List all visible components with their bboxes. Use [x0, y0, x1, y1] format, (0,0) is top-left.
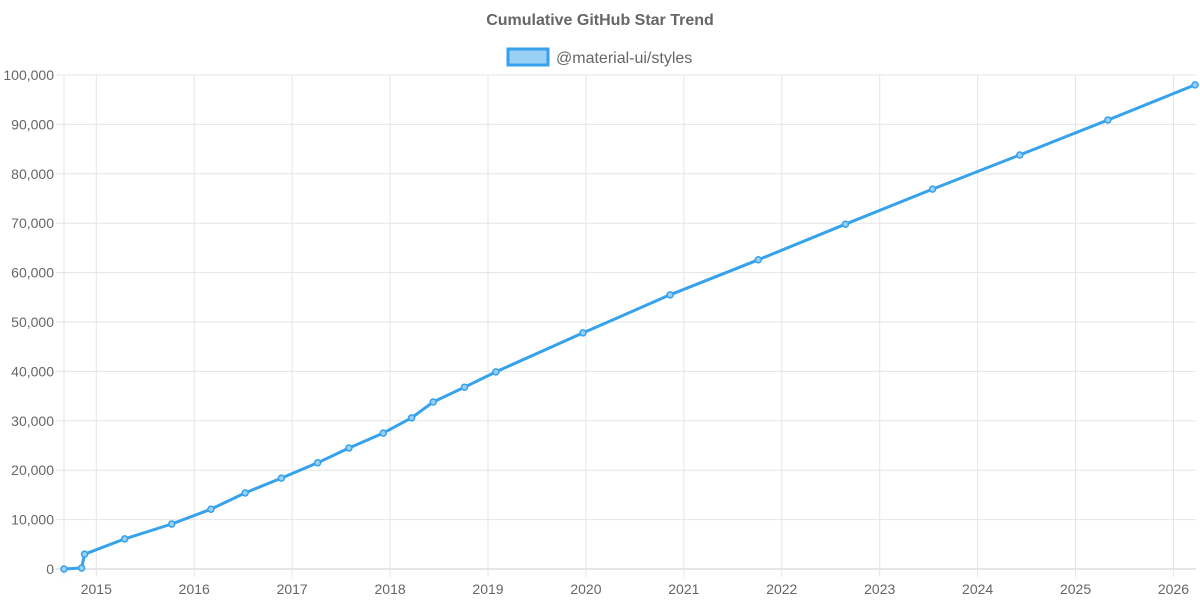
x-tick-label: 2022 [766, 581, 797, 597]
data-point [60, 565, 68, 573]
data-point [1191, 81, 1199, 89]
data-point [666, 291, 674, 299]
chart-title: Cumulative GitHub Star Trend [486, 12, 714, 29]
y-tick-label: 100,000 [3, 67, 54, 83]
y-tick-label: 80,000 [11, 166, 54, 182]
data-point [80, 550, 89, 558]
x-tick-label: 2019 [472, 581, 503, 597]
x-tick-label: 2017 [277, 581, 308, 597]
series [60, 81, 1199, 573]
x-tick-label: 2025 [1060, 581, 1091, 597]
y-axis: 0 10,000 20,000 30,000 40,000 50,000 60,000 70,… [3, 67, 54, 577]
data-point [1104, 116, 1112, 124]
data-point [754, 256, 763, 264]
x-tick-label: 2021 [668, 581, 699, 597]
x-tick-label: 2016 [179, 581, 210, 597]
x-tick-label: 2024 [962, 581, 993, 597]
data-point [460, 383, 469, 391]
data-point [928, 185, 937, 193]
x-tick-label: 2018 [375, 581, 406, 597]
data-point [277, 474, 286, 482]
data-point [429, 398, 437, 406]
data-point [167, 520, 176, 528]
data-point [345, 444, 353, 452]
data-point [120, 535, 129, 543]
legend-label: @material-ui/styles [556, 50, 692, 67]
data-point [77, 564, 86, 572]
y-tick-label: 70,000 [11, 215, 54, 231]
data-point [1015, 151, 1024, 159]
x-tick-label: 2026 [1158, 581, 1189, 597]
legend-swatch [506, 47, 550, 67]
data-point [207, 505, 215, 513]
legend[interactable]: @material-ui/styles [506, 47, 692, 67]
y-tick-label: 60,000 [11, 265, 54, 281]
y-tick-label: 10,000 [11, 512, 54, 528]
y-tick-label: 50,000 [11, 314, 54, 330]
data-point [492, 368, 500, 376]
data-point [313, 459, 322, 467]
data-point [841, 220, 850, 228]
data-point [407, 414, 416, 422]
series-line [63, 83, 1196, 571]
x-tick-label: 2015 [81, 581, 112, 597]
data-point [241, 489, 249, 497]
x-tick-label: 2023 [864, 581, 895, 597]
y-tick-label: 20,000 [11, 462, 54, 478]
data-point [579, 329, 587, 337]
y-tick-label: 90,000 [11, 116, 54, 132]
data-point [379, 429, 387, 437]
y-tick-label: 30,000 [11, 413, 54, 429]
x-axis: 2015 2016 2017 2018 2019 2020 2021 2022 2023 2024… [81, 581, 1190, 597]
y-tick-label: 0 [46, 561, 54, 577]
y-tick-label: 40,000 [11, 363, 54, 379]
grid [56, 74, 1196, 577]
x-tick-label: 2020 [570, 581, 601, 597]
